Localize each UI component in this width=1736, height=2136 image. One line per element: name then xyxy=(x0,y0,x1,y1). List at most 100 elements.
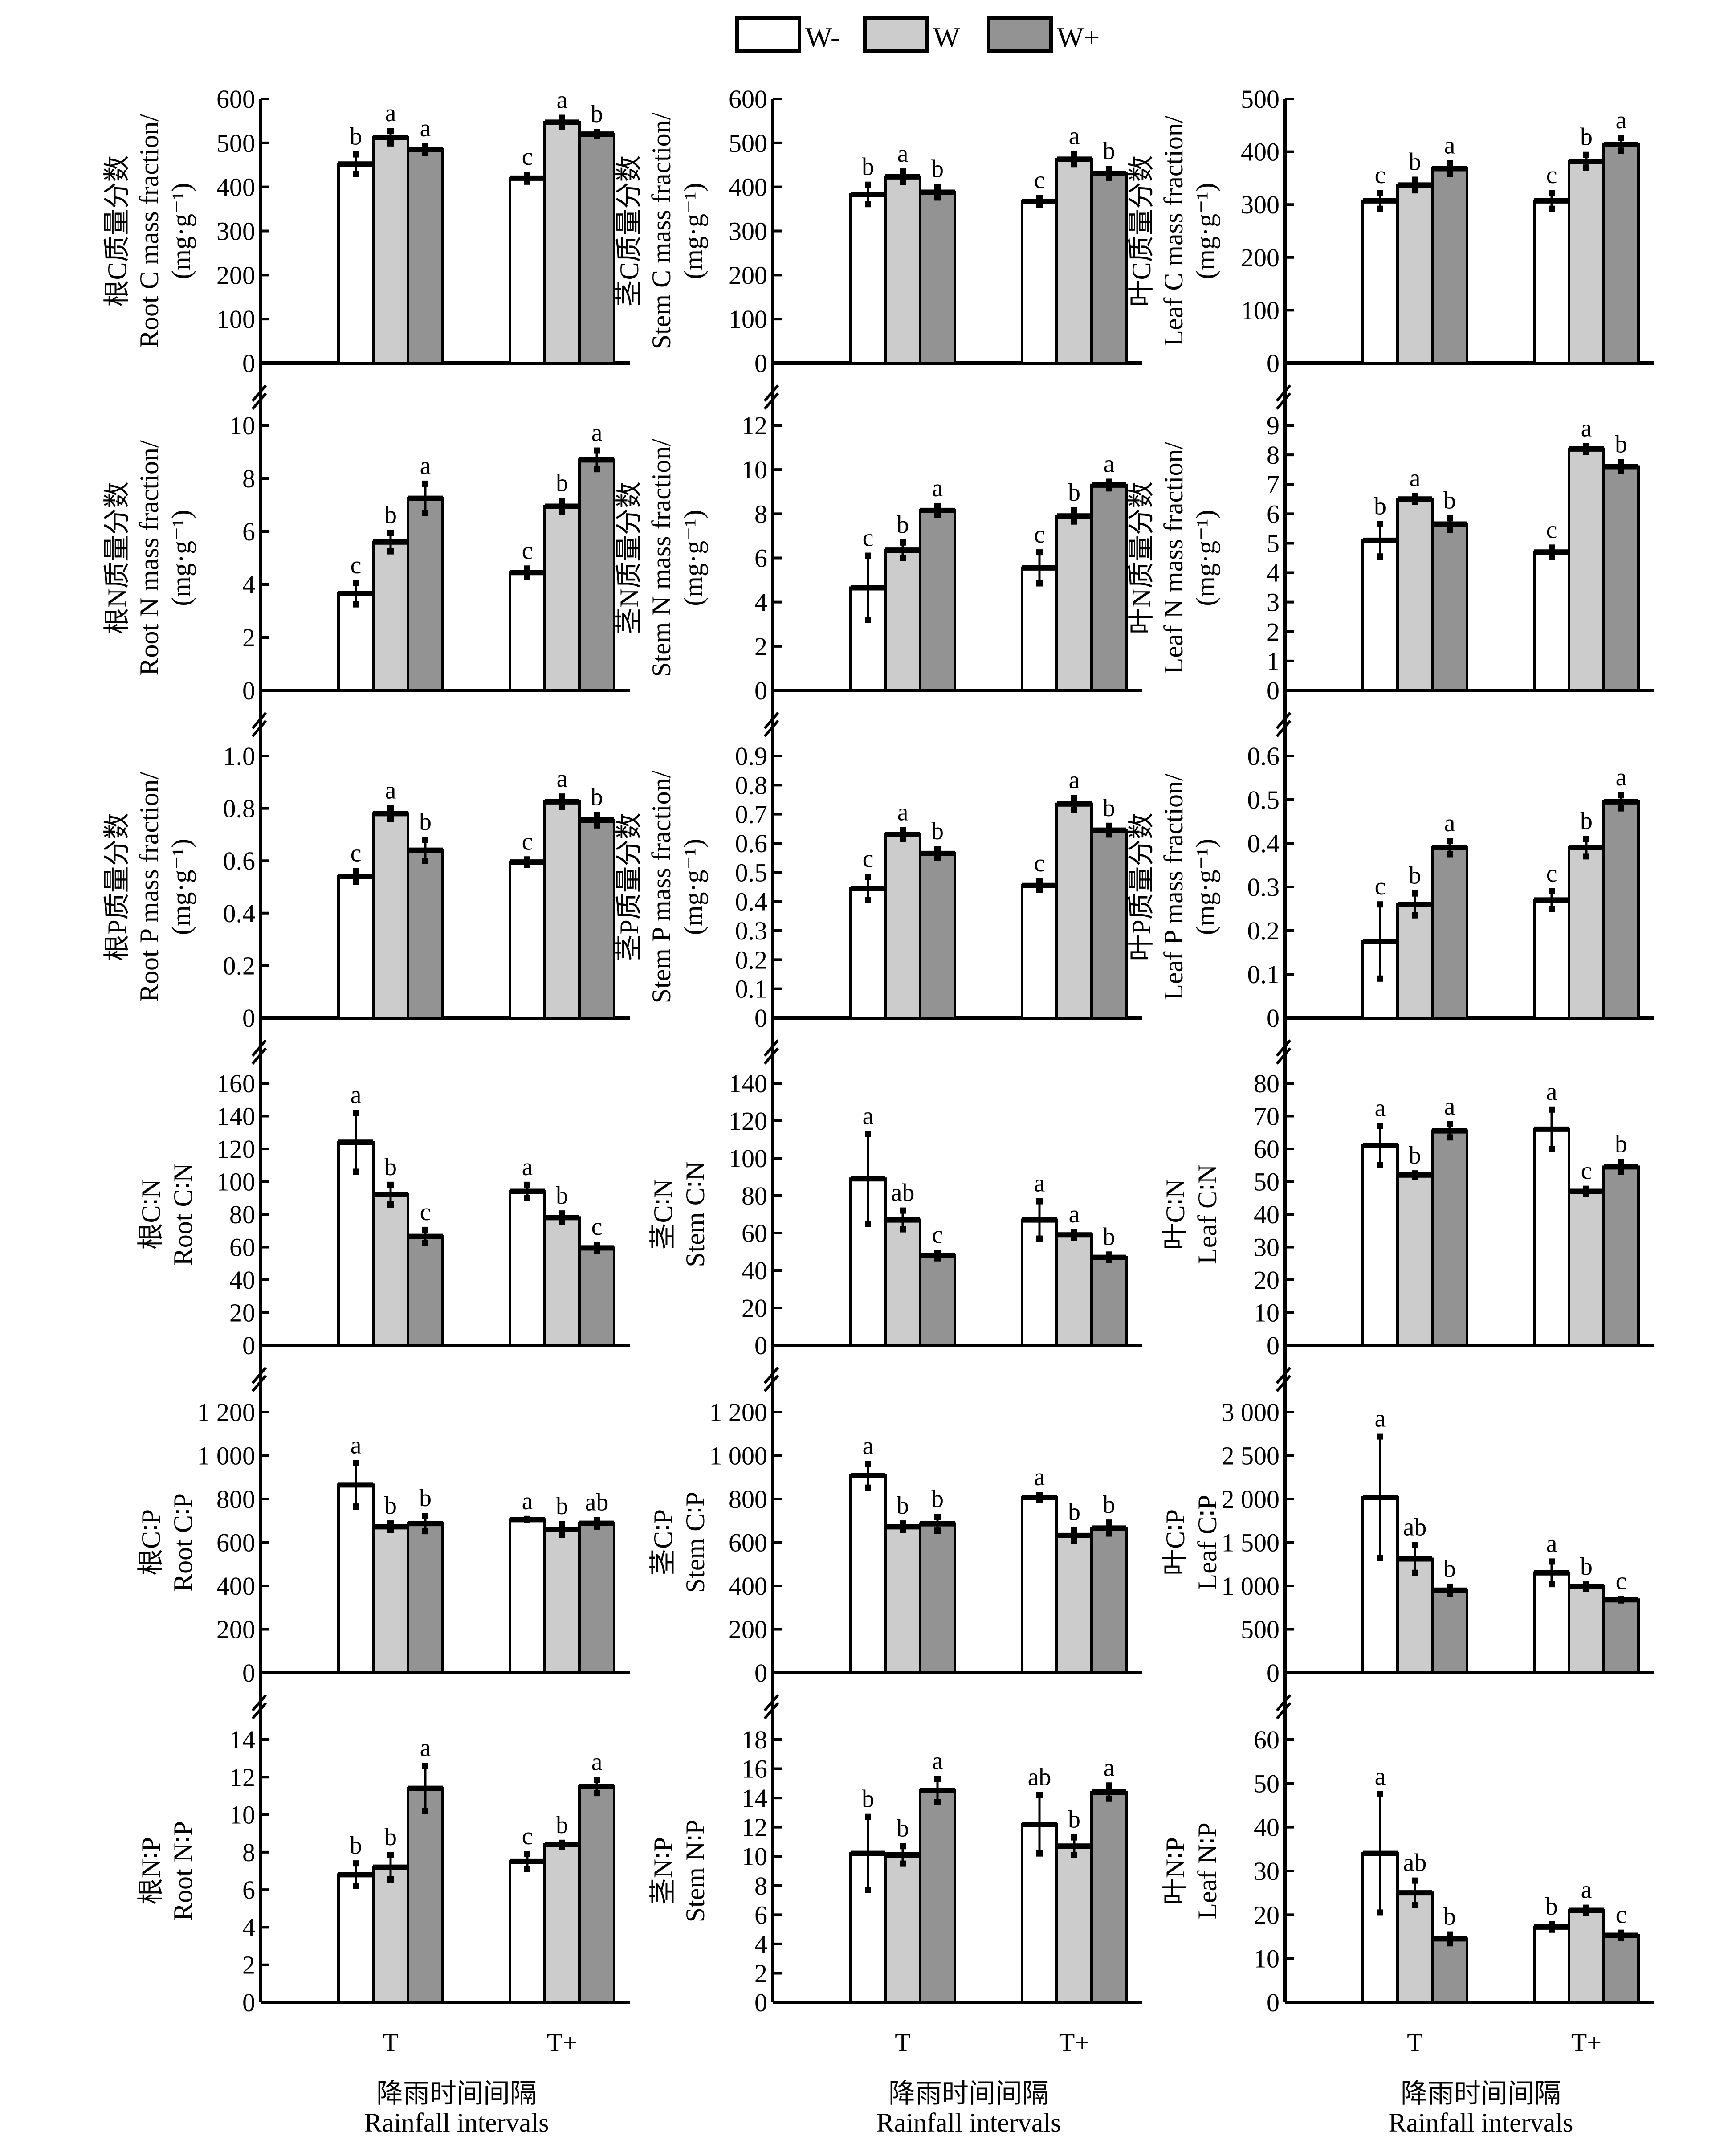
y-tick-label: 0.6 xyxy=(1247,742,1280,771)
error-cap xyxy=(1447,1590,1453,1597)
y-axis-label-cn: 叶C质量分数 xyxy=(1127,155,1156,306)
x-axis-title-en: Rainfall intervals xyxy=(876,2108,1061,2136)
error-cap xyxy=(1106,485,1112,492)
error-cap xyxy=(594,1241,600,1248)
significance-letter: b xyxy=(1443,486,1456,514)
significance-letter: c xyxy=(591,1213,603,1241)
significance-letter: a xyxy=(863,1102,874,1130)
error-cap xyxy=(1377,521,1383,527)
y-tick-label: 4 xyxy=(754,1930,767,1959)
y-tick-label: 2 xyxy=(754,632,767,661)
y-tick-label: 18 xyxy=(742,1725,767,1754)
y-tick-label: 0.5 xyxy=(735,858,768,887)
significance-letter: a xyxy=(1616,764,1627,791)
error-cap xyxy=(1618,1929,1624,1936)
error-cap xyxy=(1071,1851,1077,1858)
bar-root-c-Tplus-Wplus xyxy=(578,133,615,365)
error-cap xyxy=(594,1777,600,1783)
error-cap xyxy=(1549,1921,1555,1928)
error-cap xyxy=(524,565,530,572)
axis-break-mark xyxy=(763,1367,779,1384)
bar-stem-c-T-W xyxy=(884,175,921,364)
error-cap xyxy=(559,123,565,130)
error-cap xyxy=(1377,901,1383,908)
y-tick-label: 2 xyxy=(1267,617,1280,646)
error-cap xyxy=(1583,1910,1589,1916)
error-cap xyxy=(1412,498,1418,505)
y-tick-label: 400 xyxy=(729,173,767,202)
significance-letter: b xyxy=(931,817,944,845)
error-cap xyxy=(1618,792,1624,799)
error-cap xyxy=(1549,553,1555,560)
error-cap xyxy=(1549,1581,1555,1588)
significance-letter: a xyxy=(1444,809,1455,837)
y-axis-label-cn: 根C∶N xyxy=(136,1179,166,1250)
bar-leaf-cn-Tplus-Wplus xyxy=(1602,1165,1640,1347)
significance-letter: c xyxy=(522,537,533,564)
y-tick-label: 14 xyxy=(229,1725,255,1754)
bar-leaf-p-Tplus-Wplus xyxy=(1602,800,1640,1020)
error-cap xyxy=(1412,493,1418,499)
significance-letter: a xyxy=(1034,1170,1045,1197)
axis-break-mark xyxy=(1276,392,1292,410)
error-cap xyxy=(1377,1123,1383,1129)
y-tick-label: 0.4 xyxy=(1247,829,1280,858)
bar-root-p-T-Wminus xyxy=(337,875,375,1019)
error-cap xyxy=(1071,1229,1077,1235)
y-axis-label-cn: 茎P质量分数 xyxy=(615,813,644,961)
error-cap xyxy=(559,1218,565,1225)
y-tick-label: 0 xyxy=(1267,1988,1280,2017)
axis-break-mark xyxy=(251,720,267,737)
bar-stem-c-Tplus-Wplus xyxy=(1090,172,1128,364)
bar-leaf-cn-T-W xyxy=(1396,1173,1434,1347)
error-cap xyxy=(865,1887,871,1893)
error-cap xyxy=(900,555,906,561)
y-tick-label: 8 xyxy=(754,1871,767,1900)
error-cap xyxy=(1036,878,1043,884)
bar-stem-n-T-W xyxy=(884,549,921,692)
error-cap xyxy=(422,1226,428,1233)
error-cap xyxy=(1549,205,1555,212)
bar-stem-n-T-Wplus xyxy=(919,509,956,692)
y-tick-label: 0 xyxy=(754,676,767,705)
bar-leaf-p-Tplus-Wminus xyxy=(1533,899,1570,1020)
error-cap xyxy=(594,466,600,473)
significance-letter: b xyxy=(862,153,874,181)
y-tick-label: 10 xyxy=(742,1842,767,1871)
y-axis-label-en: Root N mass fraction/ xyxy=(134,440,164,676)
y-axis-label-unit: (mg·g⁻¹) xyxy=(1191,183,1220,279)
error-cap xyxy=(1583,853,1589,860)
y-tick-label: 2 xyxy=(754,1959,767,1988)
error-cap xyxy=(1106,1530,1112,1537)
y-axis-label-en: Root C mass fraction/ xyxy=(134,114,164,348)
y-tick-label: 0.9 xyxy=(735,742,768,771)
error-cap xyxy=(559,804,565,810)
error-cap xyxy=(559,1532,565,1538)
x-axis-title-en: Rainfall intervals xyxy=(364,2108,549,2136)
error-cap xyxy=(559,1210,565,1217)
error-cap xyxy=(865,1221,871,1227)
y-tick-label: 80 xyxy=(1254,1069,1280,1098)
error-cap xyxy=(353,1110,359,1116)
significance-letter: b xyxy=(384,1153,397,1181)
y-axis-label-en: Leaf C∶N xyxy=(1193,1164,1222,1264)
significance-letter: ab xyxy=(1403,1513,1427,1541)
error-cap xyxy=(422,1513,428,1519)
y-tick-label: 6 xyxy=(242,1875,255,1904)
error-cap xyxy=(1447,1931,1453,1938)
significance-letter: a xyxy=(350,1432,362,1459)
bar-root-n-Tplus-Wplus xyxy=(578,458,615,692)
significance-letter: c xyxy=(1034,166,1045,194)
significance-letter: b xyxy=(897,1492,909,1519)
error-cap xyxy=(934,1255,941,1262)
y-tick-label: 0 xyxy=(754,1331,767,1360)
significance-letter: b xyxy=(1103,1223,1115,1250)
bar-leaf-cn-Tplus-Wminus xyxy=(1533,1127,1570,1347)
error-cap xyxy=(1412,187,1418,194)
y-tick-label: 0 xyxy=(242,1004,255,1033)
bar-root-cp-Tplus-Wminus xyxy=(509,1518,546,1674)
significance-letter: a xyxy=(522,1487,533,1515)
y-axis-label-en: Leaf P mass fraction/ xyxy=(1159,773,1188,1001)
bar-leaf-n-T-Wminus xyxy=(1361,539,1399,692)
